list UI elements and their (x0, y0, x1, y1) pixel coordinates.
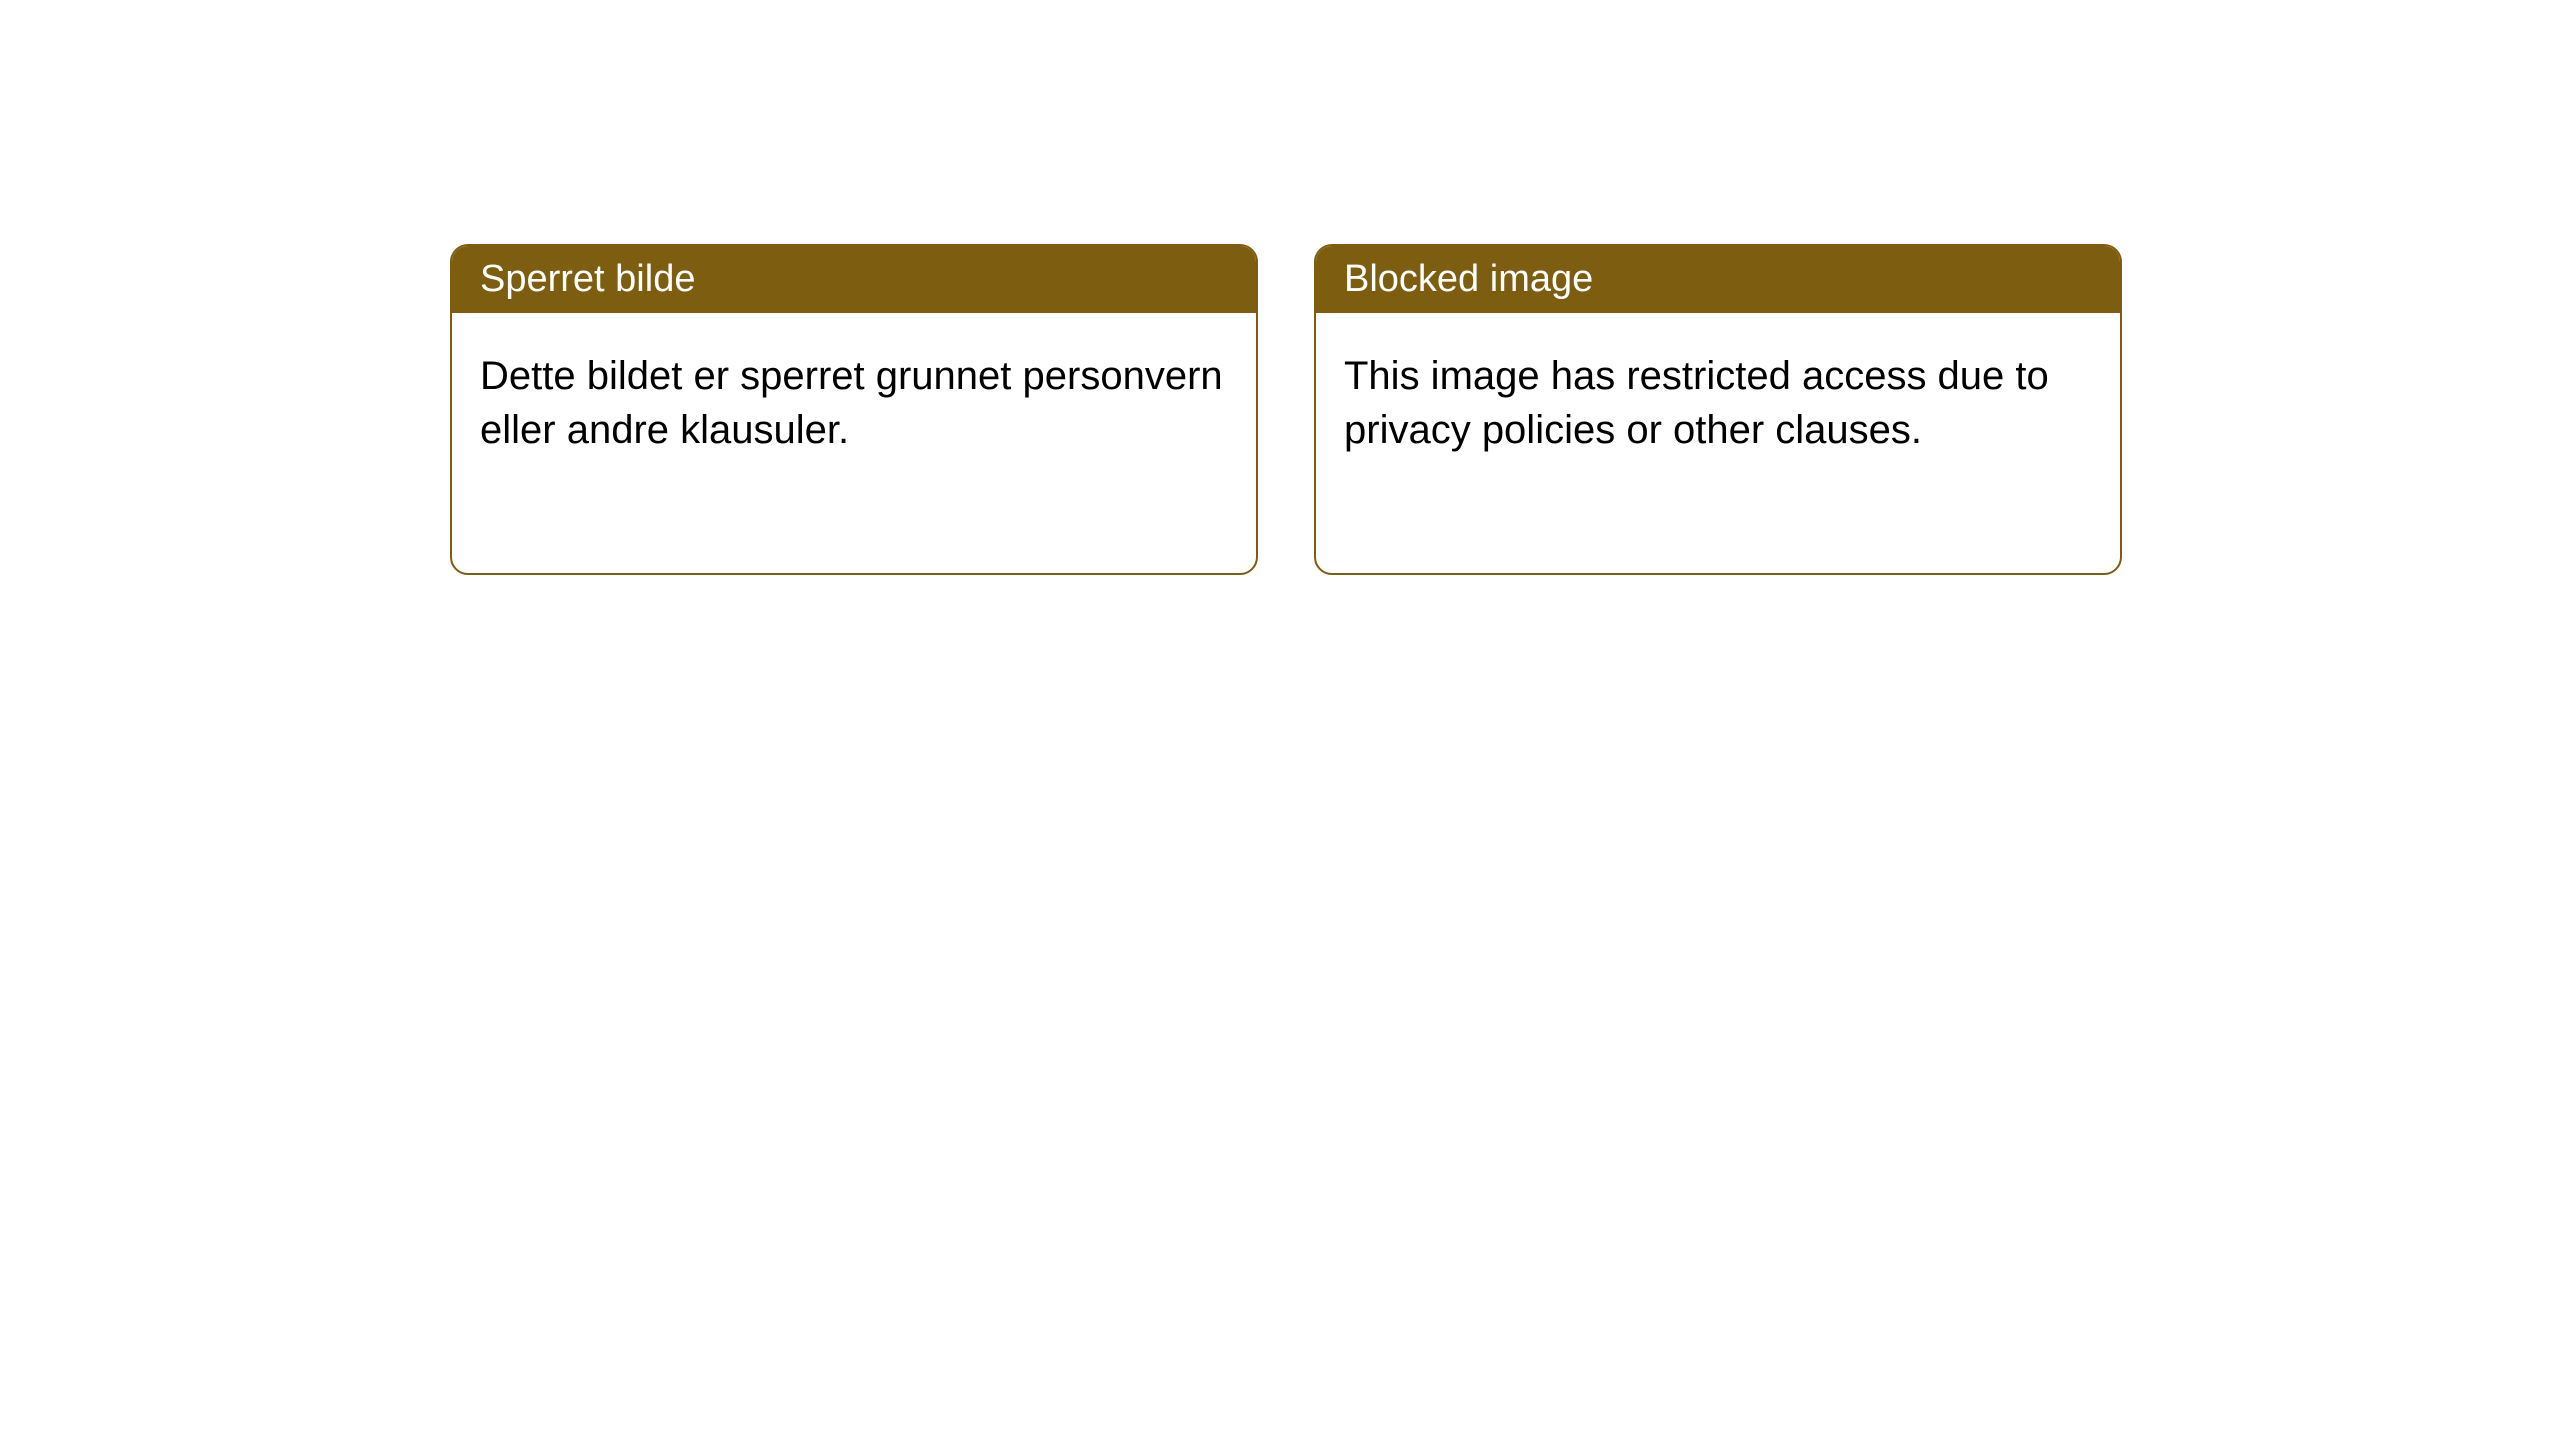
notices-container: Sperret bilde Dette bildet er sperret gr… (0, 0, 2560, 575)
notice-box-norwegian: Sperret bilde Dette bildet er sperret gr… (450, 244, 1258, 575)
notice-body: This image has restricted access due to … (1316, 313, 2120, 573)
notice-body: Dette bildet er sperret grunnet personve… (452, 313, 1256, 573)
notice-header: Blocked image (1316, 246, 2120, 313)
notice-box-english: Blocked image This image has restricted … (1314, 244, 2122, 575)
notice-header: Sperret bilde (452, 246, 1256, 313)
